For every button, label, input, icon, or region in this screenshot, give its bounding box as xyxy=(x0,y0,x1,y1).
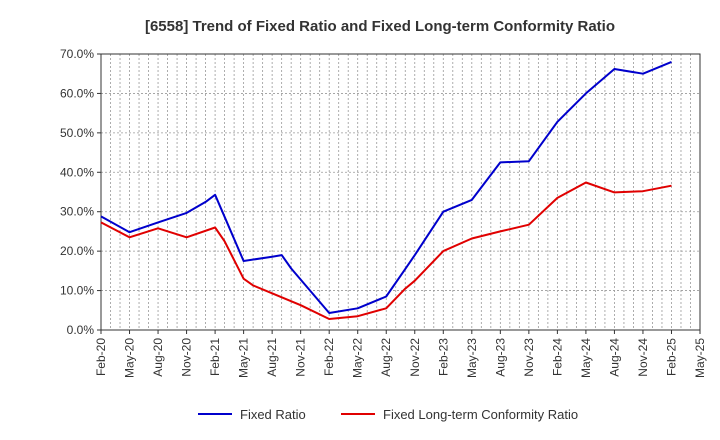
legend-label: Fixed Long-term Conformity Ratio xyxy=(383,407,578,422)
y-tick-label: 70.0% xyxy=(60,47,94,61)
y-tick-label: 40.0% xyxy=(60,165,94,179)
plot-frame xyxy=(100,53,701,331)
series-line-2 xyxy=(100,181,672,320)
x-tick-label: Feb-22 xyxy=(322,338,336,376)
x-tick-label: Aug-23 xyxy=(493,338,507,377)
x-tick-label: Feb-21 xyxy=(208,338,222,376)
y-tick-label: 50.0% xyxy=(60,126,94,140)
x-tick-label: Aug-21 xyxy=(265,338,279,377)
x-tick-label: Nov-23 xyxy=(522,338,536,377)
legend: Fixed Ratio Fixed Long-term Conformity Ra… xyxy=(198,407,578,422)
y-tick-label: 0.0% xyxy=(67,323,95,337)
y-tick-label: 30.0% xyxy=(60,205,94,219)
chart-title: [6558] Trend of Fixed Ratio and Fixed Lo… xyxy=(145,18,615,35)
series-lines xyxy=(100,60,672,320)
x-tick-label: May-20 xyxy=(123,338,137,378)
x-tick-label: May-21 xyxy=(237,338,251,378)
y-tick-label: 20.0% xyxy=(60,244,94,258)
y-tick-label: 10.0% xyxy=(60,284,94,298)
x-tick-label: Aug-20 xyxy=(151,338,165,377)
x-tick-label: Feb-24 xyxy=(550,338,564,376)
x-tick-label: Aug-24 xyxy=(607,338,621,377)
x-tick-label: May-25 xyxy=(693,338,707,378)
x-tick-label: Feb-23 xyxy=(436,338,450,376)
x-tick-label: Nov-24 xyxy=(636,338,650,377)
x-tick-label: Nov-22 xyxy=(408,338,422,377)
x-tick-label: May-24 xyxy=(579,338,593,378)
x-tick-label: Nov-21 xyxy=(294,338,308,377)
x-tick-label: Nov-20 xyxy=(180,338,194,377)
y-axis: 0.0% 10.0% 20.0% 30.0% 40.0% 50.0% 60.0% 70.0% xyxy=(60,47,101,337)
x-tick-label: Feb-25 xyxy=(664,338,678,376)
series-line-1 xyxy=(100,60,672,314)
x-tick-label: May-23 xyxy=(465,338,479,378)
legend-label: Fixed Ratio xyxy=(240,407,306,422)
x-tick-label: Feb-20 xyxy=(94,338,108,376)
x-axis: Feb-20 May-20 Aug-20 Nov-20 Feb-21 May-21 Aug-… xyxy=(94,330,707,378)
y-tick-label: 60.0% xyxy=(60,86,94,100)
x-tick-label: May-22 xyxy=(351,338,365,378)
x-tick-label: Aug-22 xyxy=(379,338,393,377)
grid xyxy=(101,54,700,330)
